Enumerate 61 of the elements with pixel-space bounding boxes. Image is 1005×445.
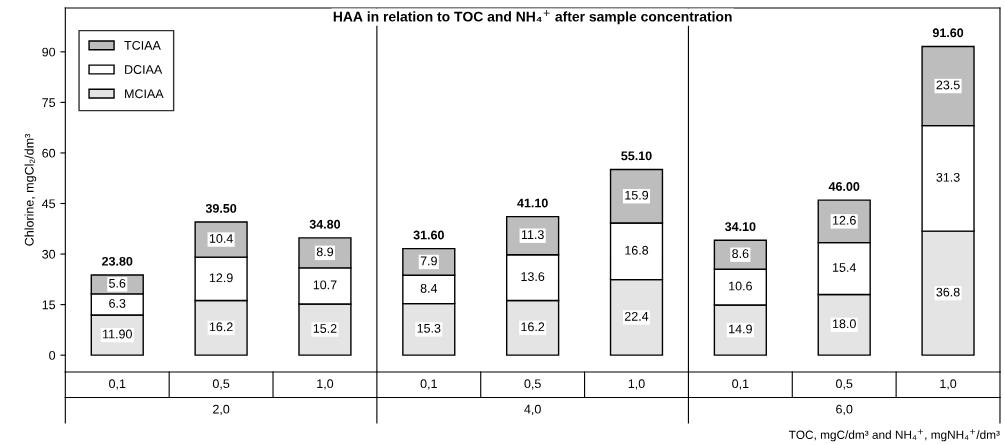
x-tick-label: 0,1 [420,379,437,390]
y-axis-title: Chlorine, mgCl₂/dm³ [24,134,37,246]
data-label: 10.6 [729,281,752,291]
data-label: 8.4 [420,283,438,293]
x-tick-label: 1,0 [317,379,334,390]
data-label: 13.6 [521,272,545,281]
data-label: 10.4 [209,234,233,243]
data-label: 16.2 [521,322,545,332]
y-tick-label: 90 [42,47,56,57]
legend-label: DCIAA [125,65,163,74]
data-label: 18.0 [832,319,856,329]
x-tick-label: 1,0 [628,379,645,390]
x-tick-label: 0,1 [109,379,126,390]
data-label: 11.3 [521,230,544,240]
total-label: 41.10 [517,198,548,208]
y-tick-label: 15 [42,300,56,310]
x-tick-label: 1,0 [940,379,957,390]
data-label: 6.3 [109,298,126,308]
x-tick-label: 0,5 [212,379,230,390]
data-label: 8.6 [732,249,749,259]
data-label: 16.8 [625,245,649,255]
data-label: 12.9 [209,273,233,283]
text: 6,0 [836,404,853,416]
data-label: 10.7 [313,280,337,290]
chart-title: HAA in relation to TOC and NH₄$^{+}$ after sample concentration [333,9,732,25]
data-label: 36.8 [936,287,960,297]
data-label: 7.9 [420,256,437,266]
y-tick-label: 0 [49,350,56,360]
x-tick-label: 0,1 [732,379,749,390]
data-label: 15.4 [832,263,856,272]
total-label: 31.60 [413,230,444,240]
x-tick-label: 0,5 [836,379,853,390]
total-label: 39.50 [205,203,237,213]
data-label: 14.9 [729,324,752,334]
total-label: 23.80 [102,256,133,266]
text: 2,0 [213,404,230,416]
text: 4,0 [524,404,541,416]
data-label: 15.3 [417,323,441,333]
data-label: 23.5 [936,80,960,90]
total-label: 55.10 [621,151,652,161]
data-label: 16.2 [209,322,233,332]
data-label: 12.6 [832,215,856,225]
x-axis-title: TOC, mgC/dm³ and NH₄$^{+}$, mgNH₄$^{+}$/dm³ [788,429,1000,442]
data-label: 22.4 [624,311,649,321]
data-label: 8.9 [316,247,334,257]
legend-label: MCIAA [125,89,164,99]
y-tick-label: 30 [42,249,56,259]
total-label: 91.60 [932,28,964,38]
y-tick-label: 45 [41,199,56,209]
total-label: 34.80 [309,219,341,229]
total-label: 34.10 [725,222,756,232]
data-label: 11.90 [103,329,132,339]
data-label: 15.9 [625,190,649,200]
legend-label: TCIAA [124,40,161,50]
y-tick-label: 60 [42,148,56,158]
data-label: 5.6 [109,278,126,288]
data-label: 31.3 [936,172,960,182]
data-label: 15.2 [313,324,337,333]
x-tick-label: 0,5 [524,379,541,390]
y-tick-label: 75 [42,98,56,108]
total-label: 46.00 [828,182,860,191]
